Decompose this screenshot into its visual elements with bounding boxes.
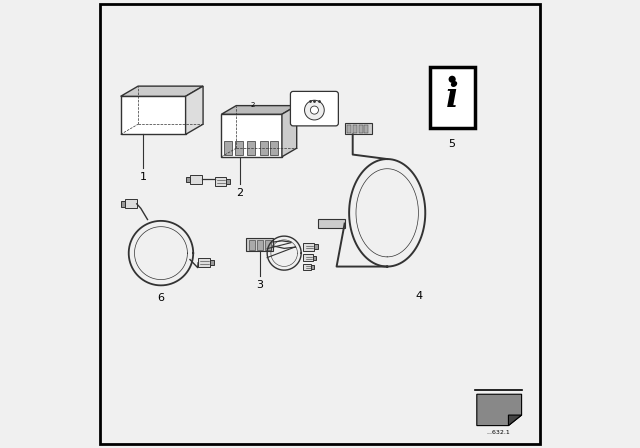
Polygon shape [210, 260, 214, 266]
Polygon shape [246, 238, 273, 251]
Polygon shape [121, 201, 125, 207]
Text: 1: 1 [140, 172, 147, 182]
Polygon shape [508, 415, 522, 426]
Text: ...632.1: ...632.1 [486, 430, 510, 435]
Polygon shape [186, 86, 203, 134]
Polygon shape [345, 123, 371, 134]
Text: 6: 6 [157, 293, 164, 303]
Polygon shape [248, 141, 255, 155]
Polygon shape [125, 199, 137, 208]
Polygon shape [313, 256, 316, 260]
Polygon shape [121, 86, 203, 96]
Polygon shape [215, 177, 226, 186]
Text: 2: 2 [236, 188, 243, 198]
Text: 4: 4 [415, 291, 422, 301]
Circle shape [310, 106, 319, 114]
Polygon shape [477, 394, 522, 426]
Polygon shape [303, 254, 313, 261]
Polygon shape [266, 240, 271, 250]
Text: i: i [446, 82, 458, 114]
Polygon shape [249, 240, 255, 250]
Polygon shape [430, 67, 475, 128]
Polygon shape [260, 141, 268, 155]
Polygon shape [226, 179, 230, 184]
Polygon shape [198, 258, 210, 267]
Circle shape [449, 76, 456, 83]
Polygon shape [221, 114, 282, 157]
Polygon shape [186, 177, 189, 182]
Polygon shape [364, 125, 369, 133]
Polygon shape [314, 245, 317, 249]
Polygon shape [312, 266, 314, 269]
Polygon shape [189, 175, 202, 184]
FancyBboxPatch shape [291, 91, 339, 126]
Polygon shape [303, 264, 312, 270]
Text: 3: 3 [256, 280, 263, 290]
Polygon shape [358, 125, 363, 133]
Circle shape [305, 100, 324, 120]
Polygon shape [270, 141, 278, 155]
Polygon shape [221, 106, 297, 114]
Polygon shape [347, 125, 351, 133]
Polygon shape [235, 141, 243, 155]
Polygon shape [303, 243, 314, 251]
Polygon shape [282, 106, 297, 157]
Polygon shape [317, 219, 344, 228]
Text: 5: 5 [449, 139, 456, 149]
Polygon shape [257, 240, 263, 250]
Polygon shape [224, 141, 232, 155]
Polygon shape [353, 125, 356, 133]
Polygon shape [121, 96, 186, 134]
Text: 2: 2 [251, 102, 255, 108]
